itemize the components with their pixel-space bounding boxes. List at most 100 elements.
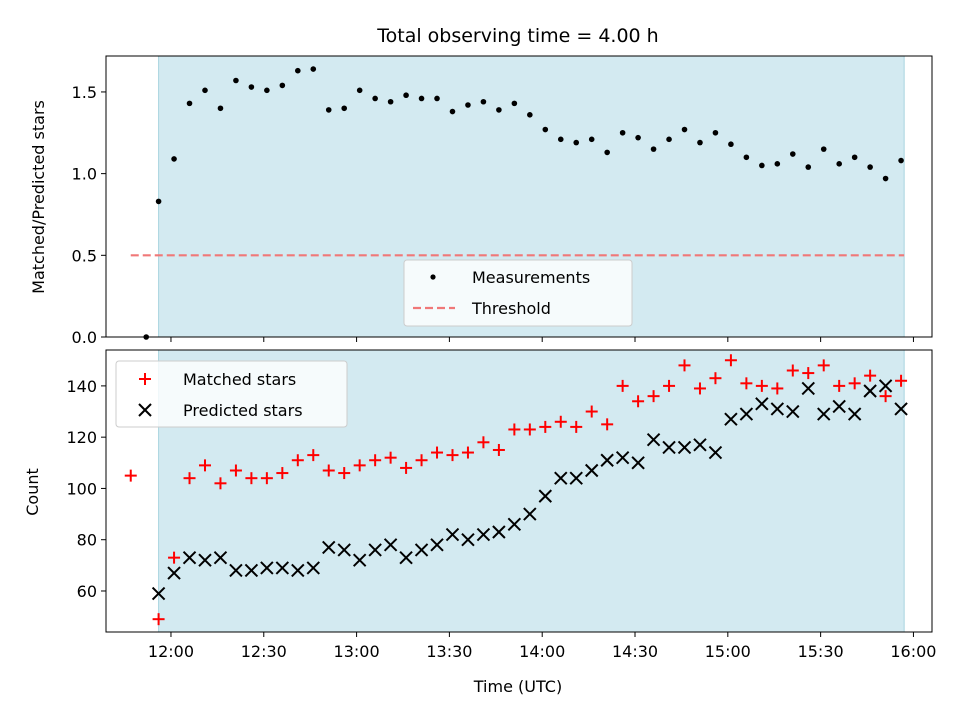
matched-star-point bbox=[523, 423, 536, 436]
predicted-star-point bbox=[847, 407, 862, 421]
matched-star-point bbox=[709, 372, 722, 385]
measurement-point bbox=[465, 102, 471, 108]
matched-star-point bbox=[616, 379, 629, 392]
measurement-point bbox=[496, 107, 502, 113]
predicted-star-point bbox=[399, 550, 413, 565]
measurement-point bbox=[155, 198, 162, 205]
measurement-point bbox=[635, 134, 641, 141]
top-legend: Measurements Threshold bbox=[403, 259, 633, 327]
measurement-point bbox=[697, 139, 703, 146]
bottom-x-tick-label: 16:00 bbox=[890, 642, 936, 661]
measurement-point bbox=[557, 136, 564, 143]
top-title: Total observing time = 4.00 h bbox=[376, 25, 658, 47]
legend-matched-label: Matched stars bbox=[183, 370, 296, 389]
measurement-point bbox=[387, 98, 394, 105]
matched-star-point bbox=[168, 551, 181, 564]
predicted-star-point bbox=[569, 471, 583, 485]
measurement-point bbox=[434, 95, 440, 102]
bottom-legend-box bbox=[115, 360, 348, 428]
predicted-star-point bbox=[430, 538, 444, 552]
measurement-point bbox=[310, 66, 317, 72]
predicted-star-point bbox=[878, 379, 893, 393]
bottom-x-tick-label: 12:00 bbox=[148, 642, 194, 661]
predicted-star-point bbox=[600, 453, 614, 467]
matched-star-point bbox=[198, 459, 211, 472]
measurement-point bbox=[217, 105, 224, 112]
matched-star-point bbox=[461, 446, 474, 459]
matched-star-point bbox=[508, 423, 521, 436]
predicted-star-point bbox=[244, 563, 259, 578]
measurement-point bbox=[264, 87, 270, 94]
predicted-star-point bbox=[213, 550, 228, 565]
bottom-x-tick-label: 14:30 bbox=[612, 642, 658, 661]
predicted-star-point bbox=[461, 533, 475, 547]
bottom-x-tick-label: 13:30 bbox=[426, 642, 472, 661]
predicted-star-point bbox=[507, 517, 522, 532]
top-y-tick-label: 0.5 bbox=[72, 246, 97, 265]
predicted-star-point bbox=[352, 553, 367, 567]
predicted-star-point bbox=[631, 456, 645, 470]
top-legend-box bbox=[403, 259, 633, 327]
bottom-x-axis-label: Time (UTC) bbox=[473, 677, 562, 696]
measurement-point bbox=[666, 136, 672, 143]
bottom-y-tick-label: 120 bbox=[66, 428, 97, 447]
predicted-star-point bbox=[739, 407, 754, 421]
matched-star-point bbox=[632, 395, 645, 408]
measurement-point bbox=[820, 146, 827, 152]
measurement-point bbox=[712, 129, 719, 136]
bottom-x-ticks: 12:00 12:30 13:00 13:30 14:00 14:30 15:00 15:30… bbox=[148, 632, 936, 661]
measurement-point bbox=[480, 98, 487, 105]
predicted-star-point bbox=[337, 543, 351, 557]
matched-star-point bbox=[214, 477, 227, 490]
predicted-star-point bbox=[492, 525, 506, 539]
measurement-point bbox=[295, 67, 301, 74]
predicted-star-point bbox=[275, 561, 290, 575]
matched-star-point bbox=[229, 464, 242, 477]
bottom-y-tick-label: 100 bbox=[66, 479, 97, 498]
predicted-star-point bbox=[538, 489, 553, 503]
matched-star-point bbox=[601, 418, 614, 431]
matched-star-point bbox=[322, 464, 335, 477]
measurement-point bbox=[898, 157, 904, 164]
bottom-y-tick-label: 80 bbox=[77, 531, 97, 550]
measurement-point bbox=[604, 149, 610, 156]
measurement-point bbox=[511, 100, 518, 107]
measurement-point bbox=[418, 95, 425, 102]
measurement-point bbox=[356, 87, 363, 94]
top-y-ticks: 0.0 0.5 1.0 1.5 bbox=[72, 83, 106, 347]
predicted-star-point bbox=[260, 561, 274, 575]
matched-star-point bbox=[879, 390, 892, 403]
matched-star-point bbox=[724, 354, 737, 367]
measurement-point bbox=[449, 108, 456, 115]
measurement-point bbox=[171, 156, 177, 162]
measurement-point bbox=[728, 141, 734, 148]
measurement-point bbox=[759, 162, 765, 169]
predicted-star-point bbox=[368, 543, 382, 557]
top-y-axis-label: Matched/Predicted stars bbox=[29, 100, 48, 294]
measurement-point bbox=[573, 139, 580, 146]
measurement-point bbox=[527, 112, 533, 118]
matched-star-point bbox=[570, 420, 583, 433]
matched-star-point bbox=[431, 446, 444, 459]
matched-star-point bbox=[152, 613, 165, 626]
matched-star-point bbox=[369, 454, 382, 467]
matched-star-point bbox=[477, 436, 490, 449]
predicted-star-point bbox=[693, 438, 707, 452]
predicted-star-point bbox=[863, 384, 877, 398]
matched-star-point bbox=[183, 472, 196, 485]
matched-star-point bbox=[678, 359, 691, 372]
bottom-x-tick-label: 12:30 bbox=[241, 642, 287, 661]
matched-star-point bbox=[124, 469, 137, 482]
bottom-x-tick-label: 13:00 bbox=[334, 642, 380, 661]
matched-star-point bbox=[802, 367, 815, 380]
matched-star-point bbox=[415, 454, 428, 467]
bottom-y-tick-label: 60 bbox=[77, 582, 97, 601]
legend-threshold-label: Threshold bbox=[471, 299, 551, 318]
measurement-point bbox=[279, 82, 286, 89]
measurement-point bbox=[248, 84, 255, 90]
bottom-panel: Count Time (UTC) 60 80 100 120 140 12:00 12:3… bbox=[23, 349, 936, 696]
predicted-star-point bbox=[755, 397, 769, 411]
measurement-point bbox=[325, 107, 332, 113]
matched-star-point bbox=[384, 451, 397, 464]
predicted-star-point bbox=[724, 412, 738, 426]
